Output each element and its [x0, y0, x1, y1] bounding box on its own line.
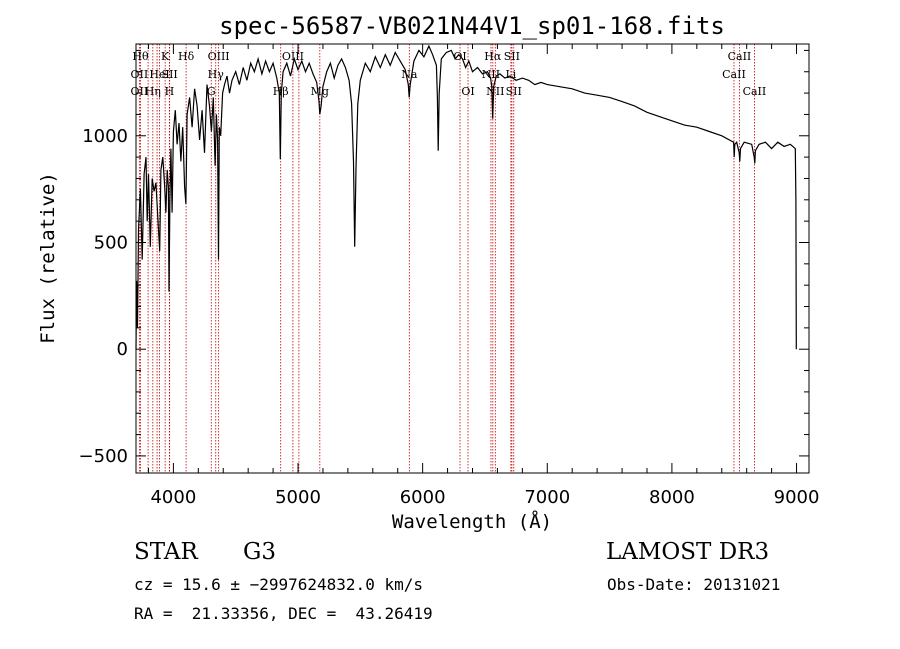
spectral-line-label: NII	[482, 68, 500, 81]
spectral-line-label: Hγ	[208, 68, 225, 81]
spectral-line-label: OII	[131, 85, 149, 98]
y-tick-label: 500	[94, 232, 128, 253]
spectral-line-label: Na	[401, 68, 418, 81]
spectral-line-label: G	[207, 85, 216, 98]
survey-name: LAMOST DR3	[606, 539, 770, 565]
spectral-line-label: OI	[453, 50, 466, 63]
spectral-line-labels: HθOIIOIIHηHeIKHSIIHδGHγOIIIHβOIIIMgNaOIO…	[131, 50, 767, 98]
x-tick-label: 9000	[774, 487, 820, 508]
coordinates: RA = 21.33356, DEC = 43.26419	[134, 604, 433, 623]
spectral-line-label: Hδ	[178, 50, 195, 63]
x-tick-label: 5000	[275, 487, 321, 508]
spectral-line-label: SII	[504, 50, 520, 63]
y-axis-label: Flux (relative)	[37, 172, 59, 344]
spectral-line-label: OI	[461, 85, 474, 98]
axis-ticks: 4000 5000 6000 7000 8000 9000 −500 0 500 1000	[79, 44, 820, 508]
spectral-line-label: CaII	[728, 50, 752, 63]
chart-title: spec-56587-VB021N44V1_sp01-168.fits	[219, 12, 725, 40]
spectral-line-label: HeI	[149, 68, 169, 81]
spectral-line-label: CaII	[743, 85, 767, 98]
spectral-line-label: CaII	[722, 68, 746, 81]
x-tick-label: 8000	[649, 487, 695, 508]
spectral-line-label: H	[165, 85, 175, 98]
x-tick-label: 6000	[400, 487, 446, 508]
spectral-line-label: NII	[486, 85, 504, 98]
spectral-lines-layer	[138, 44, 755, 473]
spectrum-series-line	[135, 44, 797, 350]
plot-frame	[135, 43, 810, 474]
spectral-line-label: SII	[162, 68, 178, 81]
spectral-line-label: OIII	[208, 50, 230, 63]
y-tick-label: 0	[117, 339, 128, 360]
spectral-line-label: Hα	[484, 50, 502, 63]
spectral-line-label: OIII	[282, 50, 304, 63]
y-tick-label: −500	[79, 446, 128, 467]
spectral-line-label: OII	[131, 68, 149, 81]
obs-date: Obs-Date: 20131021	[607, 575, 781, 594]
x-tick-label: 7000	[524, 487, 570, 508]
spectral-line-label: SII	[506, 85, 522, 98]
spectral-line-label: Hη	[145, 85, 161, 98]
spectral-line-label: Hθ	[132, 50, 149, 63]
spectral-line-label: K	[161, 50, 170, 63]
redshift-cz: cz = 15.6 ± −2997624832.0 km/s	[134, 575, 423, 594]
object-class: STAR	[134, 539, 198, 565]
object-subclass: G3	[243, 539, 277, 565]
spectral-line-label: Mg	[311, 85, 329, 98]
x-axis-label: Wavelength (Å)	[392, 510, 552, 533]
spectral-line-label: Hβ	[273, 85, 289, 98]
spectral-line-label: Li	[505, 68, 516, 81]
y-tick-label: 1000	[82, 126, 128, 147]
x-tick-label: 4000	[150, 487, 196, 508]
